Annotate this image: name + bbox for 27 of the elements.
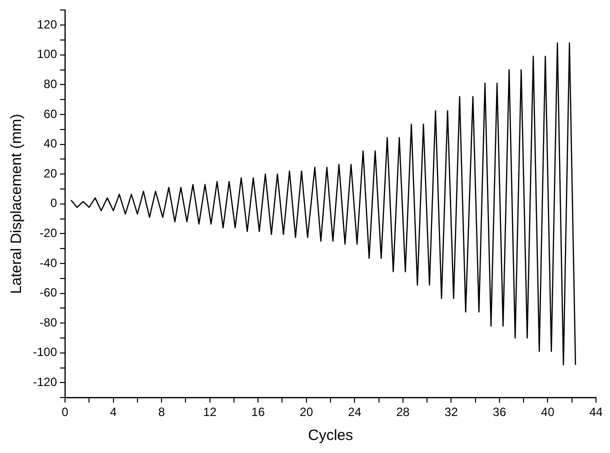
y-tick-label: -120 [32,375,58,390]
y-tick-label: 60 [44,106,58,121]
y-tick-label: 0 [50,196,58,210]
y-tick-label: -20 [40,226,58,240]
x-tick-label: 16 [251,405,266,420]
x-tick-label: 0 [62,405,69,420]
y-tick-label: 20 [44,166,58,180]
y-tick-label: -40 [40,256,58,270]
x-tick-label: 4 [110,405,117,420]
y-tick-label: -100 [32,345,58,360]
y-tick-label: 40 [44,136,58,151]
y-axis-title: Lateral Displacement (mm) [8,114,26,294]
x-tick-label: 24 [348,405,362,420]
x-tick-label: 32 [444,405,458,420]
x-axis-title: Cycles [308,427,354,444]
x-tick-label: 12 [203,405,217,420]
x-tick-label: 36 [492,405,506,420]
x-tick-label: 28 [396,405,410,420]
y-tick-label: 100 [36,47,58,62]
x-tick-label: 44 [589,405,603,420]
x-tick-label: 40 [541,405,555,420]
y-tick-label: -80 [40,315,58,330]
x-tick-label: 20 [300,405,314,420]
x-tick-label: 8 [158,405,166,420]
y-tick-label: -60 [40,286,58,300]
y-tick-label: 80 [44,77,58,92]
y-tick-label: 120 [36,17,58,32]
